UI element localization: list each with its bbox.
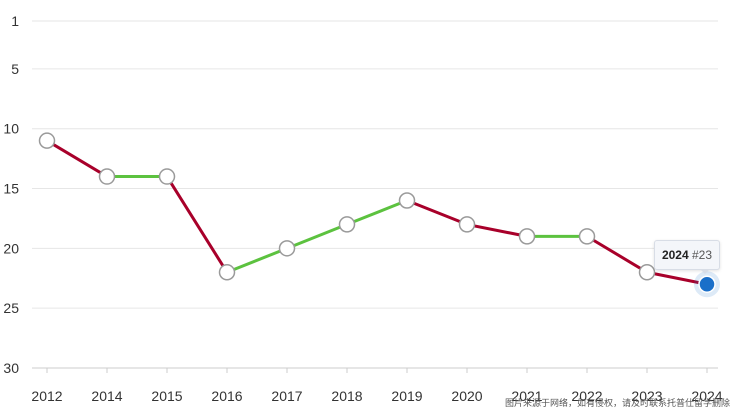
line-segment	[45, 139, 109, 179]
data-point[interactable]	[458, 216, 476, 233]
y-tick-label: 10	[3, 121, 19, 137]
data-point[interactable]	[398, 192, 416, 209]
x-axis	[32, 367, 718, 373]
tooltip-rank: #23	[692, 248, 713, 262]
y-tick-label: 30	[3, 360, 19, 376]
grid-lines	[32, 20, 718, 309]
data-point[interactable]	[98, 168, 116, 185]
data-point[interactable]	[578, 228, 596, 245]
y-tick-label: 5	[11, 61, 19, 77]
x-tick-label: 2021	[511, 388, 542, 404]
line-segment	[465, 222, 529, 238]
x-tick-label: 2019	[391, 388, 422, 404]
x-tick-label: 2022	[571, 388, 602, 404]
data-point[interactable]	[338, 216, 356, 233]
x-tick-label: 2017	[271, 388, 302, 404]
x-tick-label: 2024	[691, 388, 722, 404]
line-segment	[405, 198, 469, 226]
line-segment	[585, 234, 649, 274]
y-tick-label: 15	[3, 181, 19, 197]
x-tick-label: 2020	[451, 388, 482, 404]
x-tick-label: 2012	[31, 388, 62, 404]
data-point[interactable]	[218, 264, 236, 281]
data-point[interactable]	[38, 132, 56, 149]
data-point[interactable]	[518, 228, 536, 245]
x-tick-label: 2014	[91, 388, 122, 404]
line-segment	[165, 175, 229, 274]
x-tick-label: 2023	[631, 388, 662, 404]
data-point[interactable]	[638, 264, 656, 281]
tooltip-year: 2024	[661, 248, 689, 262]
x-tick-label: 2018	[331, 388, 362, 404]
data-point[interactable]	[158, 168, 176, 185]
watermark-text: 图片来源于网络，如有侵权，请及时联系托普仕留学删除	[504, 398, 730, 408]
x-tick-label: 2015	[151, 388, 182, 404]
x-axis-ticks: 2012 2014 2015 2016 2017 2018 2019 2020 2021 2022…	[31, 388, 722, 404]
x-tick-label: 2016	[211, 388, 242, 404]
data-point[interactable]	[278, 240, 296, 257]
data-points[interactable]	[38, 132, 721, 298]
y-tick-label: 25	[3, 300, 19, 316]
line-segment	[225, 246, 289, 274]
y-tick-label: 1	[11, 13, 19, 29]
line-segments	[45, 139, 709, 286]
line-segment	[645, 270, 709, 286]
line-segment	[345, 198, 409, 226]
data-point-highlighted[interactable]	[698, 275, 716, 293]
tooltip-arrow	[700, 269, 710, 274]
y-tick-label: 20	[3, 240, 19, 256]
point-tooltip: 2024 #23	[654, 240, 720, 270]
line-segment	[285, 222, 349, 250]
